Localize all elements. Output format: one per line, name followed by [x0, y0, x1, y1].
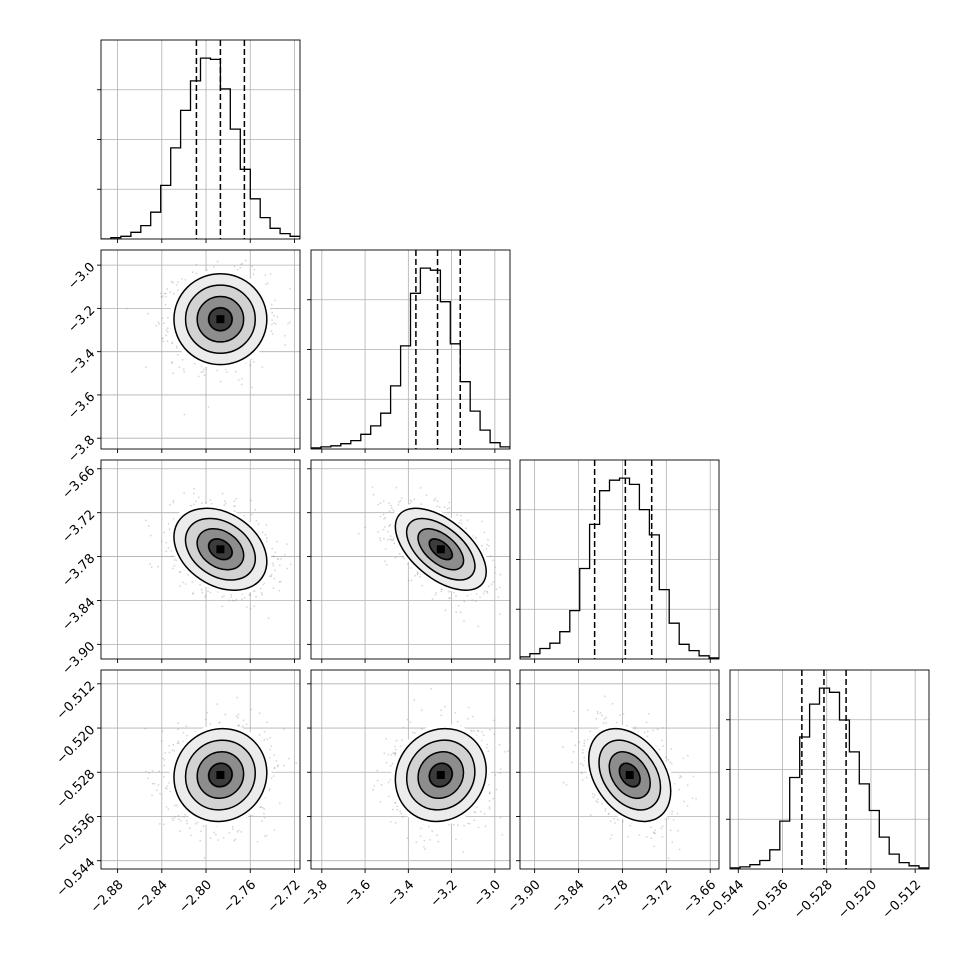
y-tick-label-3-0: −0.544: [54, 855, 99, 900]
x-tick-label-1-1: −3.6: [341, 877, 374, 910]
x-tick-label-2-0: −3.90: [505, 877, 544, 916]
panel-2-0: [97, 459, 301, 663]
x-tick-label-0-4: −2.72: [265, 877, 304, 916]
panel-frame-1-1: [310, 249, 511, 450]
panel-2-2: [516, 459, 720, 663]
histogram-1: [311, 267, 510, 449]
contour-2-1-3: [394, 507, 487, 591]
y-tick-label-3-1: −0.536: [54, 811, 99, 856]
contour-1-0-2: [184, 284, 256, 355]
contour-3-1-1: [417, 751, 465, 799]
contour-2-0-2: [184, 517, 256, 581]
y-tick-label-2-3: −3.72: [60, 507, 99, 546]
panel-frame-3-2: [519, 669, 720, 870]
panel-3-3: [726, 669, 930, 873]
panel-frame-2-0: [100, 459, 301, 660]
histogram-3: [730, 687, 929, 869]
panel-frame-3-1: [310, 669, 511, 870]
panel-frame-0-0: [100, 39, 301, 240]
grid-3-3: [730, 670, 929, 869]
density-2-0: [169, 504, 272, 595]
contour-3-1-2: [405, 739, 476, 811]
x-tick-label-0-0: −2.88: [88, 877, 127, 916]
x-tick-label-2-2: −3.78: [593, 877, 632, 916]
y-tick-label-2-1: −3.84: [60, 595, 99, 634]
contour-1-0-1: [196, 295, 245, 343]
panel-1-1: [307, 249, 511, 453]
x-tick-label-0-3: −2.76: [221, 877, 260, 916]
contour-3-2-2: [598, 739, 662, 811]
density-3-0: [169, 723, 272, 827]
contour-2-1-1: [417, 528, 465, 571]
contour-2-0-0: [208, 538, 233, 561]
x-tick-label-0-2: −2.80: [176, 877, 215, 916]
y-tick-label-1-2: −3.4: [65, 346, 98, 379]
contour-2-0-3: [173, 507, 268, 591]
panel-3-0: [97, 669, 301, 873]
x-tick-label-2-3: −3.72: [637, 877, 676, 916]
contour-3-1-3: [394, 727, 487, 823]
panel-2-1: [307, 459, 511, 663]
x-tick-label-3-2: −0.528: [791, 877, 836, 922]
y-tick-label-2-2: −3.78: [60, 551, 99, 590]
density-3-2: [584, 723, 675, 827]
x-tick-label-3-4: −0.512: [880, 877, 925, 922]
panel-1-0: [97, 249, 301, 453]
x-tick-label-2-1: −3.84: [549, 877, 588, 916]
density-2-1: [390, 504, 491, 595]
density-3-1: [390, 723, 491, 827]
contour-3-2-1: [608, 751, 651, 799]
contour-3-2-3: [588, 727, 672, 823]
x-tick-label-1-2: −3.4: [384, 877, 417, 910]
contour-2-1-2: [405, 517, 476, 581]
panel-frame-3-3: [729, 669, 930, 870]
panel-frame-1-0: [100, 249, 301, 450]
y-tick-label-3-4: −0.512: [54, 679, 99, 724]
y-tick-label-1-3: −3.2: [65, 303, 98, 336]
grid-1-1: [311, 250, 510, 449]
grid-2-2: [520, 460, 719, 659]
contour-1-0-3: [173, 273, 268, 366]
contour-1-0-0: [208, 307, 233, 332]
histogram-0: [101, 57, 300, 239]
contour-3-0-1: [196, 751, 245, 799]
x-tick-label-3-3: −0.520: [835, 877, 880, 922]
panel-frame-3-0: [100, 669, 301, 870]
y-tick-label-3-2: −0.528: [54, 767, 99, 812]
histogram-2: [520, 477, 719, 659]
x-tick-label-3-1: −0.536: [747, 877, 792, 922]
contour-3-2-0: [618, 762, 641, 788]
x-tick-label-1-0: −3.8: [298, 877, 331, 910]
density-1-0: [169, 269, 272, 370]
x-tick-label-1-3: −3.2: [428, 877, 461, 910]
panel-3-1: [307, 669, 511, 873]
y-tick-label-3-3: −0.520: [54, 723, 99, 768]
contour-3-1-0: [428, 762, 453, 788]
panel-3-2: [516, 669, 720, 873]
y-tick-label-1-4: −3.0: [65, 260, 98, 293]
grid-0-0: [101, 40, 300, 239]
x-tick-label-1-4: −3.0: [471, 877, 504, 910]
contour-3-0-0: [208, 762, 233, 788]
y-tick-label-2-0: −3.90: [60, 639, 99, 678]
contour-3-0-2: [184, 739, 256, 811]
y-tick-label-1-1: −3.6: [65, 390, 98, 423]
panel-0-0: [97, 39, 301, 243]
panel-frame-2-1: [310, 459, 511, 660]
y-tick-label-1-0: −3.8: [65, 433, 98, 466]
x-tick-label-0-1: −2.84: [132, 877, 171, 916]
grid-2-1: [311, 460, 510, 659]
panel-frame-2-2: [519, 459, 720, 660]
y-tick-label-2-4: −3.66: [60, 463, 99, 502]
contour-3-0-3: [173, 727, 268, 823]
contour-2-1-0: [428, 538, 453, 561]
contour-2-0-1: [196, 528, 245, 571]
